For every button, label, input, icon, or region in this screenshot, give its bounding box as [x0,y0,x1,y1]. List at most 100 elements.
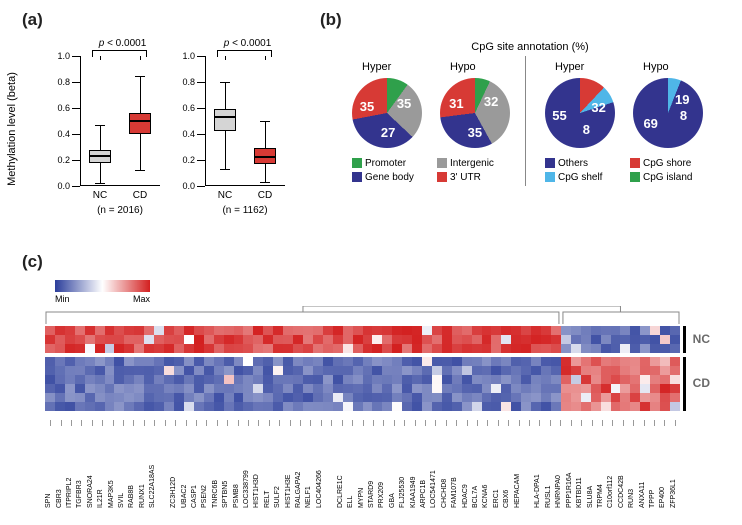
pie-value: 8 [583,122,590,137]
gene-label: UBAC2 [181,485,188,508]
pie-value: 35 [397,96,411,111]
gene-label: RALGAPA2 [295,472,302,508]
pie-title: Hypo [643,61,669,73]
gene-label: EP400 [659,487,666,508]
gene-label: RELT [264,491,271,508]
gene-label: LOC338799 [243,470,250,508]
gene-labels: SPNCBR3ITPRIPL2TGFBR3SNORA24IL21RMAP3K5S… [45,420,680,508]
pie-value: 8 [680,108,687,123]
legend-item: CpG shelf [545,172,602,183]
gene-label: MYPN [358,488,365,508]
gene-label: PPP1R16A [566,473,573,508]
legend-item: Intergenic [437,158,494,169]
panel-b: CpG site annotation (%) HyperHypo3527353… [340,36,720,221]
pie-value: 31 [449,96,463,111]
panel-c: Min Max SPN CBR3ITPRIPL2TGFBR3 SNORA24IL21… [45,280,710,510]
legend-item: Gene body [352,172,414,183]
gene-label: IL21R [97,489,104,508]
gene-label: CHCHD8 [441,479,448,508]
gene-label: KBTBD11 [576,477,583,508]
gene-label: SVIL [118,493,125,508]
gene-label: CBX6 [503,490,510,508]
gene-label: STARD9 [368,481,375,508]
gene-label: KIAA1949 [410,476,417,508]
gene-label: HIST1H3E [285,475,292,508]
label-b: (b) [320,10,342,30]
gene-label: BCL7A [472,486,479,508]
boxplot-1: 0.00.20.40.60.81.0p < 0.0001NCCD(n = 116… [175,36,290,221]
group-label-cd: CD [693,376,710,390]
grad-max: Max [133,294,150,304]
y-axis-label: Methylation level (beta) [6,72,18,186]
gene-label: ZC3H12D [170,477,177,508]
gene-label: FLJ25530 [399,477,406,508]
gene-label: TPPP [649,490,656,508]
gene-label: HNRNPA0 [555,475,562,508]
gene-label: LOC541471 [430,470,437,508]
gene-label: CBR3 [56,489,63,508]
pie-value: 27 [381,125,395,140]
gene-label: CASP1 [191,485,198,508]
gene-label: SPN [45,494,52,508]
gene-label: HDAC9 [462,484,469,508]
gene-label: NELF1 [305,486,312,508]
legend-item: CpG shore [630,158,691,169]
gene-label: DCLRE1C [337,475,344,508]
grad-min: Min [55,294,70,304]
gene-label: RUSL1 [545,485,552,508]
gene-label: HEPACAM [514,474,521,508]
legend-item: CpG island [630,172,692,183]
pie-chart [633,78,703,148]
pie-value: 32 [484,94,498,109]
label-a: (a) [22,10,43,30]
dendrogram [45,306,680,324]
panel-b-title: CpG site annotation (%) [340,41,720,53]
gene-label: HLA-DPA1 [534,474,541,508]
gene-label: KCNA6 [482,485,489,508]
pie-value: 32 [591,100,605,115]
gene-label: TNRC6B [212,480,219,508]
gene-label: SLU8A [587,486,594,508]
panel-a: Methylation level (beta)0.00.20.40.60.81… [50,36,300,221]
gene-label: SNORA24 [87,475,94,508]
gene-label: RUNX1 [139,484,146,508]
gene-label: ARPC1B [420,480,427,508]
gene-label: ITPRIPL2 [66,478,73,508]
gene-label: GBA [389,493,396,508]
gene-label: ELL [347,496,354,508]
gene-label: TGFBR3 [76,480,83,508]
gene-label: CCDC42B [618,475,625,508]
color-gradient [55,280,150,292]
gene-label: SULF2 [274,486,281,508]
label-c: (c) [22,252,43,272]
gene-label: SPTBN5 [222,481,229,508]
group-label-nc: NC [693,332,710,346]
gene-label: HIST1H3D [253,474,260,508]
pie-value: 69 [643,116,657,131]
legend-item: 3' UTR [437,172,481,183]
pie-value: 35 [468,125,482,140]
heatmap [45,326,680,411]
gene-label: PSEN2 [201,485,208,508]
gene-label: ZFP36L1 [670,479,677,508]
gene-label: C10orf112 [607,476,614,508]
pie-title: Hyper [362,61,391,73]
gene-label: LOC404266 [316,470,323,508]
pie-value: 19 [675,92,689,107]
gene-label: RAB8B [128,485,135,508]
gene-label: SLC22A18AS [149,465,156,508]
pie-title: Hypo [450,61,476,73]
gene-label: FAM107B [451,477,458,508]
pie-value: 55 [552,108,566,123]
boxplot-0: 0.00.20.40.60.81.0p < 0.0001NCCD(n = 201… [50,36,165,221]
gene-label: PRX209 [378,482,385,508]
legend-item: Others [545,158,588,169]
legend-item: Promoter [352,158,406,169]
gene-label: ERC1 [493,489,500,508]
pie-title: Hyper [555,61,584,73]
gene-label: TRPM4 [597,484,604,508]
gene-label: MAP3K5 [108,480,115,508]
gene-label: PSMB8 [233,484,240,508]
pie-value: 35 [360,99,374,114]
gene-label: RUN3 [628,489,635,508]
